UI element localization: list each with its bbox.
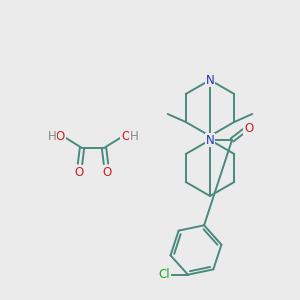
Text: O: O: [122, 130, 130, 143]
Text: H: H: [48, 130, 56, 143]
Text: O: O: [56, 130, 64, 143]
Text: N: N: [206, 74, 214, 86]
Text: O: O: [74, 166, 84, 178]
Text: O: O: [102, 166, 112, 178]
Text: O: O: [244, 122, 253, 134]
Text: N: N: [206, 134, 214, 146]
Text: H: H: [130, 130, 138, 143]
Text: Cl: Cl: [158, 268, 170, 281]
